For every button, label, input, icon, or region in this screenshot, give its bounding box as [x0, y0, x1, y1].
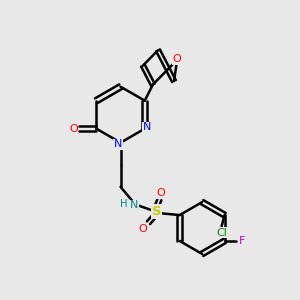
Text: S: S — [152, 205, 161, 218]
Text: O: O — [69, 124, 78, 134]
Text: O: O — [138, 224, 147, 235]
Text: O: O — [157, 188, 165, 198]
Text: F: F — [238, 236, 245, 246]
Text: H: H — [120, 200, 128, 209]
Text: N: N — [130, 200, 138, 210]
Text: N: N — [143, 122, 151, 132]
Text: O: O — [173, 54, 182, 64]
Text: Cl: Cl — [216, 228, 227, 238]
Text: N: N — [114, 139, 122, 149]
